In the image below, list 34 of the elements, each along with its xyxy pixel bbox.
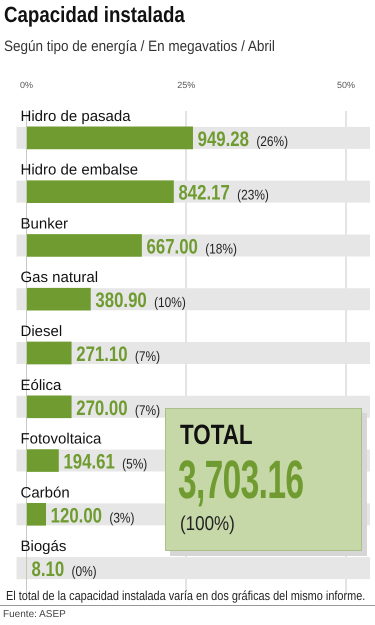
data-label: 667.00 (18%) <box>146 236 237 259</box>
annotation: El total de la capacidad instalada varía en dos gráficas del mismo informe. <box>6 588 366 603</box>
x-tick-label: 0% <box>20 80 34 90</box>
data-label: 842.17 (23%) <box>178 182 269 206</box>
y-tick-label: Bunker <box>20 215 68 232</box>
bar <box>26 234 142 257</box>
annotation: TOTAL <box>180 419 253 451</box>
data-label: 120.00 (3%) <box>50 504 134 528</box>
y-tick-label: Hidro de embalse <box>20 162 138 179</box>
bar <box>26 503 46 526</box>
bar <box>26 395 72 418</box>
bar <box>26 288 91 311</box>
y-tick-label: Gas natural <box>20 269 98 286</box>
data-label: 380.90 (10%) <box>95 290 186 313</box>
chart-subtitle: Según tipo de energía / En megavatios / Abril <box>4 38 275 55</box>
bar <box>26 342 72 364</box>
data-label: 949.28 (26%) <box>198 128 288 152</box>
annotation: 3,703.16 <box>178 449 304 511</box>
x-tick-label: 25% <box>177 80 196 90</box>
y-tick-label: Diesel <box>20 323 62 340</box>
chart-title: Capacidad instalada <box>4 2 185 28</box>
y-tick-label: Carbón <box>20 484 70 502</box>
annotation: (100%) <box>180 513 235 536</box>
data-label: 271.10 (7%) <box>76 343 160 367</box>
y-tick-label: Hidro de pasada <box>20 108 132 125</box>
x-tick-label: 50% <box>336 80 355 90</box>
y-tick-label: Biogás <box>20 538 66 556</box>
data-label: 8.10 (0%) <box>32 558 97 582</box>
source-note: Fuente: ASEP <box>3 609 66 620</box>
y-tick-label: Fotovoltaica <box>20 430 102 448</box>
data-label: 194.61 (5%) <box>63 450 148 474</box>
data-label: 270.00 (7%) <box>76 397 160 420</box>
y-tick-label: Eólica <box>20 376 62 394</box>
bar <box>26 449 59 472</box>
